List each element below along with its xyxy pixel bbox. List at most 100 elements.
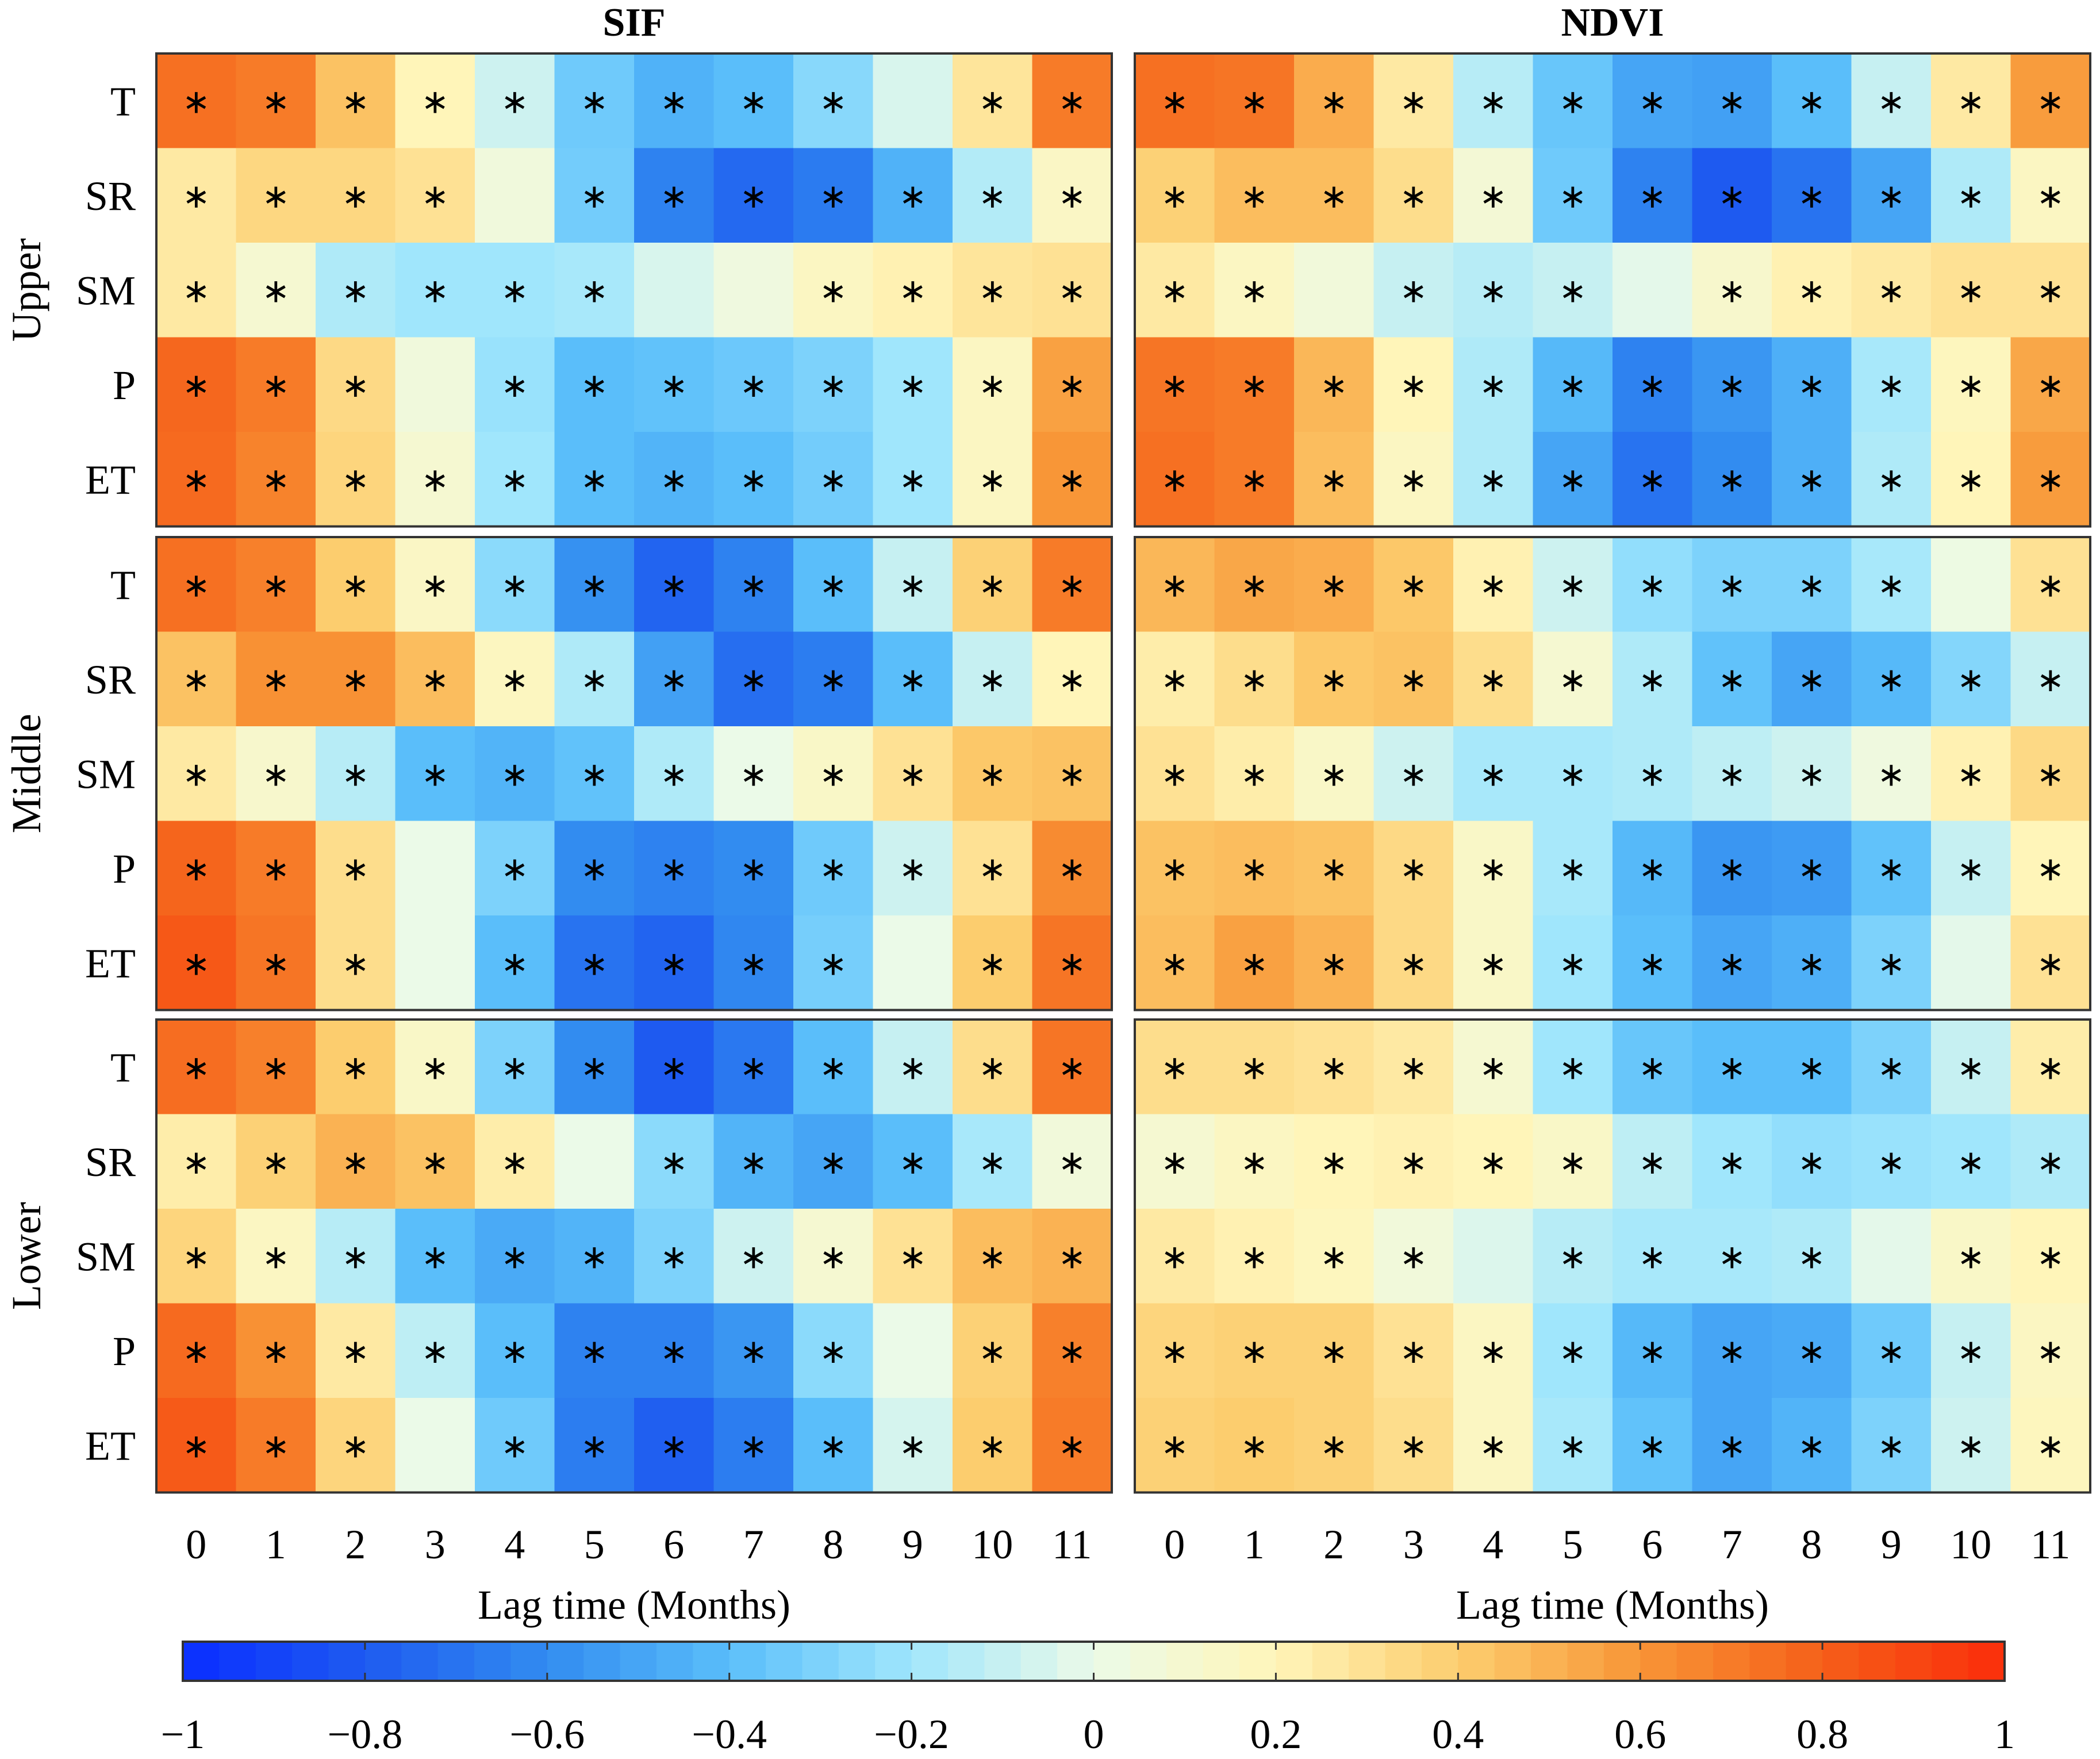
- heatmap-cell: [1135, 537, 1215, 633]
- significance-marker: ∗: [182, 849, 210, 888]
- colorbar-step: [1239, 1642, 1276, 1681]
- significance-marker: ∗: [2036, 944, 2064, 983]
- region-label-upper: Upper: [3, 238, 49, 342]
- heatmap-cell: [953, 1114, 1033, 1209]
- heatmap-cell: [554, 631, 635, 727]
- significance-marker: ∗: [1399, 565, 1427, 604]
- significance-marker: ∗: [341, 944, 370, 983]
- heatmap-cell: [1851, 537, 1932, 633]
- significance-marker: ∗: [1320, 366, 1348, 405]
- colorbar-step: [947, 1642, 985, 1681]
- heatmap-cell: [1373, 1114, 1454, 1209]
- significance-marker: ∗: [1877, 660, 1905, 699]
- heatmap-cell: [475, 53, 555, 149]
- significance-marker: ∗: [1957, 366, 1985, 405]
- heatmap-cell: [554, 1020, 635, 1115]
- significance-marker: ∗: [2036, 1426, 2064, 1465]
- significance-marker: ∗: [1479, 565, 1507, 604]
- heatmap-cell: [1032, 148, 1112, 243]
- significance-marker: ∗: [262, 660, 290, 699]
- heatmap-cell: [2010, 53, 2091, 149]
- heatmap-cell: [713, 915, 794, 1011]
- significance-marker: ∗: [1399, 1332, 1427, 1371]
- heatmap-cell: [1533, 1398, 1613, 1493]
- heatmap-cell: [1453, 1020, 1534, 1115]
- heatmap-cell: [2010, 1303, 2091, 1398]
- heatmap-cell: [236, 148, 316, 243]
- heatmap-cell: [316, 1020, 396, 1115]
- significance-marker: ∗: [1479, 82, 1507, 121]
- significance-marker: ∗: [501, 1048, 529, 1087]
- heatmap-cell: [475, 1303, 555, 1398]
- significance-marker: ∗: [182, 565, 210, 604]
- heatmap-cell: [2010, 537, 2091, 633]
- heatmap-cell: [793, 1020, 874, 1115]
- significance-marker: ∗: [341, 1332, 370, 1371]
- colorbar-step: [875, 1642, 912, 1681]
- x-axis-label: Lag time (Months): [1456, 1582, 1769, 1628]
- heatmap-cell: [1613, 1114, 1693, 1209]
- colorbar-step: [1349, 1642, 1386, 1681]
- significance-marker: ∗: [660, 1143, 688, 1182]
- heatmap-cell: [2010, 1209, 2091, 1304]
- x-tick-label: 2: [1323, 1522, 1344, 1568]
- significance-marker: ∗: [978, 1143, 1007, 1182]
- panel-frame: [1134, 536, 2091, 1011]
- significance-marker: ∗: [1798, 460, 1826, 499]
- heatmap-cell: [1931, 1209, 2011, 1304]
- significance-marker: ∗: [660, 1332, 688, 1371]
- significance-marker: ∗: [1718, 849, 1746, 888]
- heatmap-cell: [1692, 432, 1772, 527]
- heatmap-cell: [953, 915, 1033, 1011]
- heatmap-cell: [395, 1020, 475, 1115]
- significance-marker: ∗: [1161, 177, 1189, 216]
- significance-marker: ∗: [1798, 1143, 1826, 1182]
- significance-marker: ∗: [739, 177, 767, 216]
- colorbar-tick-label: −0.4: [692, 1711, 767, 1757]
- colorbar-step: [1640, 1642, 1677, 1681]
- significance-marker: ∗: [660, 849, 688, 888]
- significance-marker: ∗: [1320, 754, 1348, 794]
- significance-marker: ∗: [899, 366, 927, 405]
- significance-marker: ∗: [1058, 660, 1086, 699]
- heatmap-cell: [634, 631, 715, 727]
- significance-marker: ∗: [1240, 565, 1268, 604]
- heatmap-cell: [1533, 432, 1613, 527]
- heatmap-cell: [1135, 148, 1215, 243]
- heatmap-cell: [793, 915, 874, 1011]
- heatmap-cell: [1135, 432, 1215, 527]
- significance-marker: ∗: [899, 565, 927, 604]
- heatmap-cell: [1931, 821, 2011, 916]
- significance-marker: ∗: [739, 1332, 767, 1371]
- heatmap-cell: [1533, 1020, 1613, 1115]
- heatmap-cell: [873, 915, 953, 1011]
- heatmap-cell: [873, 243, 953, 338]
- significance-marker: ∗: [819, 1332, 847, 1371]
- significance-marker: ∗: [899, 754, 927, 794]
- heatmap-cell: [1294, 1398, 1375, 1493]
- heatmap-cell: [1135, 1114, 1215, 1209]
- colorbar-step: [547, 1642, 584, 1681]
- heatmap-cell: [554, 915, 635, 1011]
- significance-marker: ∗: [1957, 754, 1985, 794]
- heatmap-cell: [475, 1398, 555, 1493]
- heatmap-cell: [554, 726, 635, 822]
- heatmap-cell: [2010, 337, 2091, 432]
- significance-marker: ∗: [2036, 660, 2064, 699]
- heatmap-cell: [1931, 631, 2011, 727]
- heatmap-cell: [1931, 915, 2011, 1011]
- heatmap-cell: [1692, 1303, 1772, 1398]
- significance-marker: ∗: [1718, 82, 1746, 121]
- heatmap-cell: [1931, 243, 2011, 338]
- heatmap-cell: [953, 243, 1033, 338]
- colorbar-step: [1895, 1642, 1932, 1681]
- significance-marker: ∗: [1798, 660, 1826, 699]
- significance-marker: ∗: [2036, 565, 2064, 604]
- heatmap-cell: [1931, 1398, 2011, 1493]
- significance-marker: ∗: [1058, 1426, 1086, 1465]
- significance-marker: ∗: [1638, 82, 1667, 121]
- heatmap-cell: [1931, 1020, 2011, 1115]
- y-tick-t: T: [110, 1044, 136, 1090]
- significance-marker: ∗: [739, 1048, 767, 1087]
- heatmap-cell: [554, 1303, 635, 1398]
